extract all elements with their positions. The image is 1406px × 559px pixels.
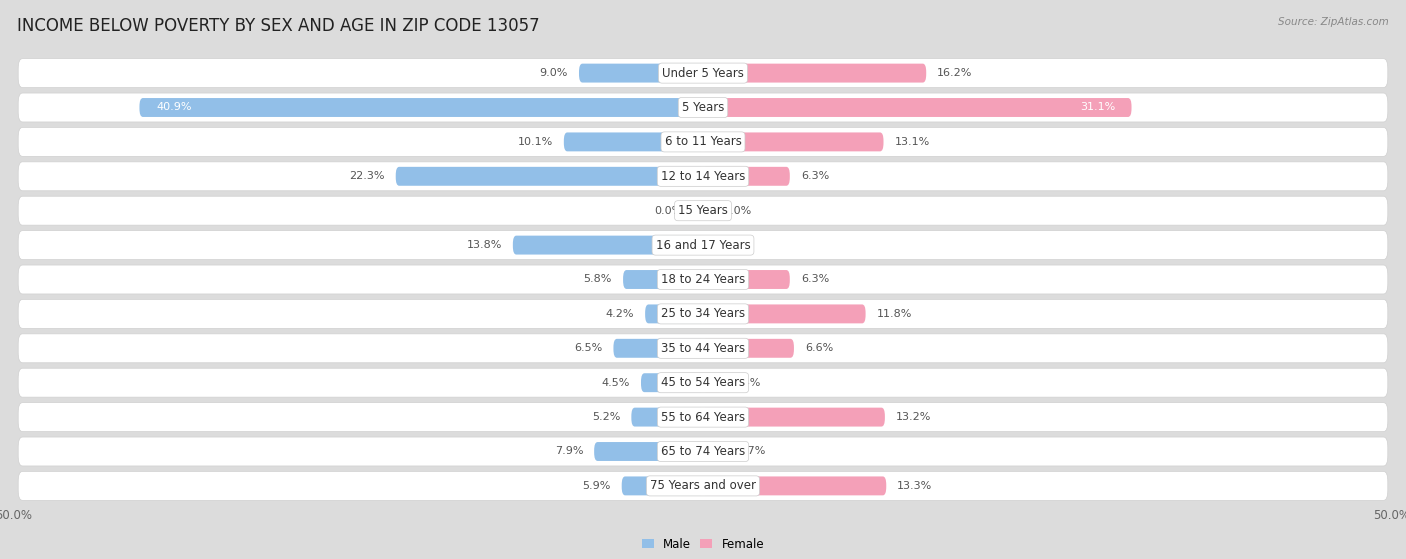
- FancyBboxPatch shape: [18, 231, 1388, 259]
- Text: 13.2%: 13.2%: [896, 412, 931, 422]
- Text: 18 to 24 Years: 18 to 24 Years: [661, 273, 745, 286]
- Text: 6 to 11 Years: 6 to 11 Years: [665, 135, 741, 148]
- FancyBboxPatch shape: [631, 408, 703, 427]
- Text: 11.8%: 11.8%: [876, 309, 912, 319]
- Text: 0.0%: 0.0%: [724, 206, 752, 216]
- FancyBboxPatch shape: [513, 236, 703, 254]
- Text: 13.8%: 13.8%: [467, 240, 502, 250]
- Text: 13.1%: 13.1%: [894, 137, 929, 147]
- FancyBboxPatch shape: [645, 305, 703, 323]
- Text: 12 to 14 Years: 12 to 14 Years: [661, 170, 745, 183]
- FancyBboxPatch shape: [703, 442, 727, 461]
- FancyBboxPatch shape: [703, 98, 1132, 117]
- FancyBboxPatch shape: [18, 300, 1388, 328]
- FancyBboxPatch shape: [18, 471, 1388, 500]
- Text: 45 to 54 Years: 45 to 54 Years: [661, 376, 745, 389]
- FancyBboxPatch shape: [579, 64, 703, 83]
- FancyBboxPatch shape: [703, 476, 886, 495]
- Text: Source: ZipAtlas.com: Source: ZipAtlas.com: [1278, 17, 1389, 27]
- Text: 4.2%: 4.2%: [606, 309, 634, 319]
- Text: 16.2%: 16.2%: [938, 68, 973, 78]
- Text: 13.3%: 13.3%: [897, 481, 932, 491]
- FancyBboxPatch shape: [564, 132, 703, 151]
- FancyBboxPatch shape: [703, 339, 794, 358]
- FancyBboxPatch shape: [703, 64, 927, 83]
- Text: 1.4%: 1.4%: [734, 378, 762, 388]
- FancyBboxPatch shape: [18, 437, 1388, 466]
- FancyBboxPatch shape: [703, 132, 883, 151]
- Text: 0.0%: 0.0%: [724, 240, 752, 250]
- FancyBboxPatch shape: [139, 98, 703, 117]
- FancyBboxPatch shape: [703, 167, 790, 186]
- Text: 22.3%: 22.3%: [349, 171, 385, 181]
- Text: 31.1%: 31.1%: [1080, 102, 1115, 112]
- FancyBboxPatch shape: [621, 476, 703, 495]
- FancyBboxPatch shape: [703, 270, 790, 289]
- FancyBboxPatch shape: [703, 305, 866, 323]
- FancyBboxPatch shape: [703, 373, 723, 392]
- FancyBboxPatch shape: [703, 408, 884, 427]
- Text: 4.5%: 4.5%: [602, 378, 630, 388]
- Legend: Male, Female: Male, Female: [637, 533, 769, 555]
- Text: 75 Years and over: 75 Years and over: [650, 480, 756, 492]
- FancyBboxPatch shape: [613, 339, 703, 358]
- Text: 5.9%: 5.9%: [582, 481, 610, 491]
- Text: 6.6%: 6.6%: [806, 343, 834, 353]
- FancyBboxPatch shape: [18, 368, 1388, 397]
- FancyBboxPatch shape: [623, 270, 703, 289]
- Text: INCOME BELOW POVERTY BY SEX AND AGE IN ZIP CODE 13057: INCOME BELOW POVERTY BY SEX AND AGE IN Z…: [17, 17, 540, 35]
- Text: 5 Years: 5 Years: [682, 101, 724, 114]
- Text: 6.3%: 6.3%: [801, 274, 830, 285]
- Text: 65 to 74 Years: 65 to 74 Years: [661, 445, 745, 458]
- FancyBboxPatch shape: [595, 442, 703, 461]
- Text: 1.7%: 1.7%: [738, 447, 766, 457]
- FancyBboxPatch shape: [18, 334, 1388, 363]
- Text: 25 to 34 Years: 25 to 34 Years: [661, 307, 745, 320]
- FancyBboxPatch shape: [18, 402, 1388, 432]
- FancyBboxPatch shape: [18, 162, 1388, 191]
- FancyBboxPatch shape: [18, 265, 1388, 294]
- Text: 5.8%: 5.8%: [583, 274, 612, 285]
- FancyBboxPatch shape: [18, 93, 1388, 122]
- Text: 10.1%: 10.1%: [517, 137, 553, 147]
- Text: 35 to 44 Years: 35 to 44 Years: [661, 342, 745, 355]
- Text: 5.2%: 5.2%: [592, 412, 620, 422]
- Text: 6.3%: 6.3%: [801, 171, 830, 181]
- Text: 7.9%: 7.9%: [554, 447, 583, 457]
- FancyBboxPatch shape: [18, 196, 1388, 225]
- Text: 9.0%: 9.0%: [540, 68, 568, 78]
- FancyBboxPatch shape: [18, 127, 1388, 157]
- FancyBboxPatch shape: [18, 59, 1388, 88]
- Text: Under 5 Years: Under 5 Years: [662, 67, 744, 79]
- Text: 16 and 17 Years: 16 and 17 Years: [655, 239, 751, 252]
- Text: 55 to 64 Years: 55 to 64 Years: [661, 411, 745, 424]
- FancyBboxPatch shape: [641, 373, 703, 392]
- Text: 15 Years: 15 Years: [678, 204, 728, 217]
- Text: 6.5%: 6.5%: [574, 343, 602, 353]
- Text: 40.9%: 40.9%: [156, 102, 191, 112]
- Text: 0.0%: 0.0%: [654, 206, 682, 216]
- FancyBboxPatch shape: [395, 167, 703, 186]
